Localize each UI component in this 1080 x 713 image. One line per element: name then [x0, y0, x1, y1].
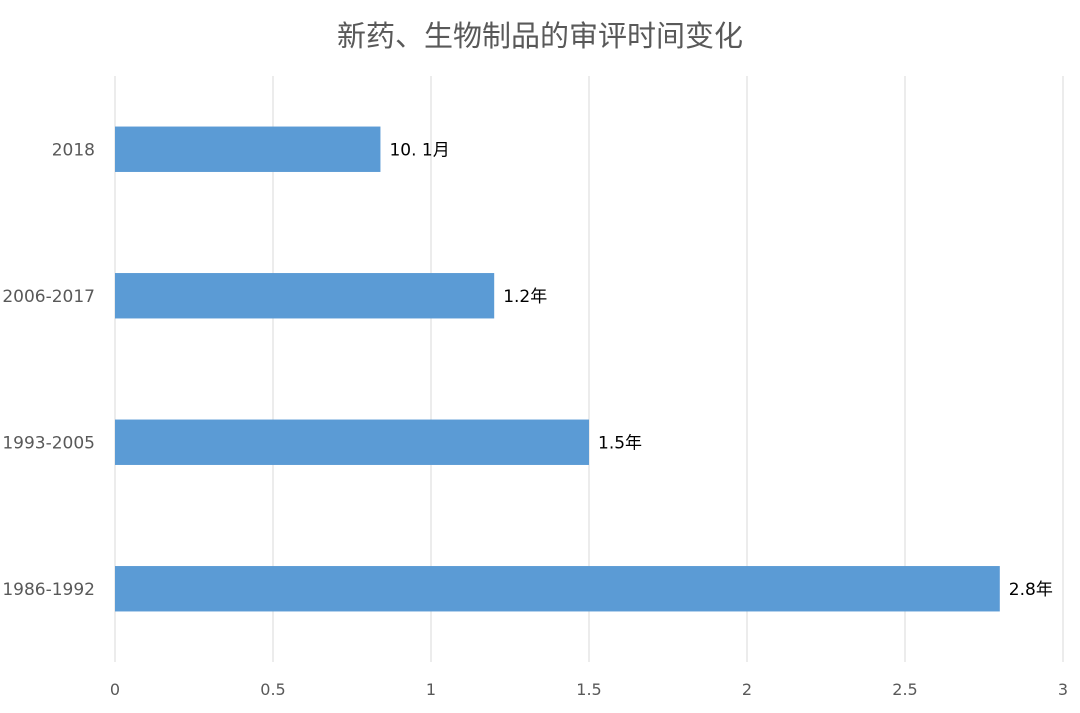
data-label: 10. 1月 [389, 140, 449, 160]
category-label: 1993-2005 [2, 433, 95, 453]
category-labels: 2018 2006-2017 1993-2005 1986-1992 [2, 140, 95, 600]
data-label: 1.5年 [598, 433, 642, 453]
data-labels: 10. 1月 1.2年 1.5年 2.8年 [389, 140, 1052, 600]
gridlines [114, 76, 1064, 662]
category-label: 1986-1992 [2, 580, 95, 600]
category-label: 2006-2017 [2, 287, 95, 307]
x-tick-label: 1 [426, 680, 436, 699]
x-tick-label: 0 [110, 680, 120, 699]
bar [115, 273, 495, 319]
bars [115, 126, 1000, 612]
data-label: 1.2年 [503, 287, 547, 307]
bar [115, 419, 589, 465]
x-tick-label: 0.5 [260, 680, 285, 699]
category-label: 2018 [52, 140, 95, 160]
chart-title: 新药、生物制品的审评时间变化 [337, 19, 743, 53]
x-tick-label: 2.5 [892, 680, 917, 699]
x-tick-label: 1.5 [576, 680, 601, 699]
x-tick-label: 2 [742, 680, 752, 699]
data-label: 2.8年 [1009, 580, 1053, 600]
bar [115, 566, 1000, 612]
bar [115, 126, 381, 172]
x-tick-label: 3 [1058, 680, 1068, 699]
x-axis-ticks: 0 0.5 1 1.5 2 2.5 3 [110, 680, 1068, 699]
